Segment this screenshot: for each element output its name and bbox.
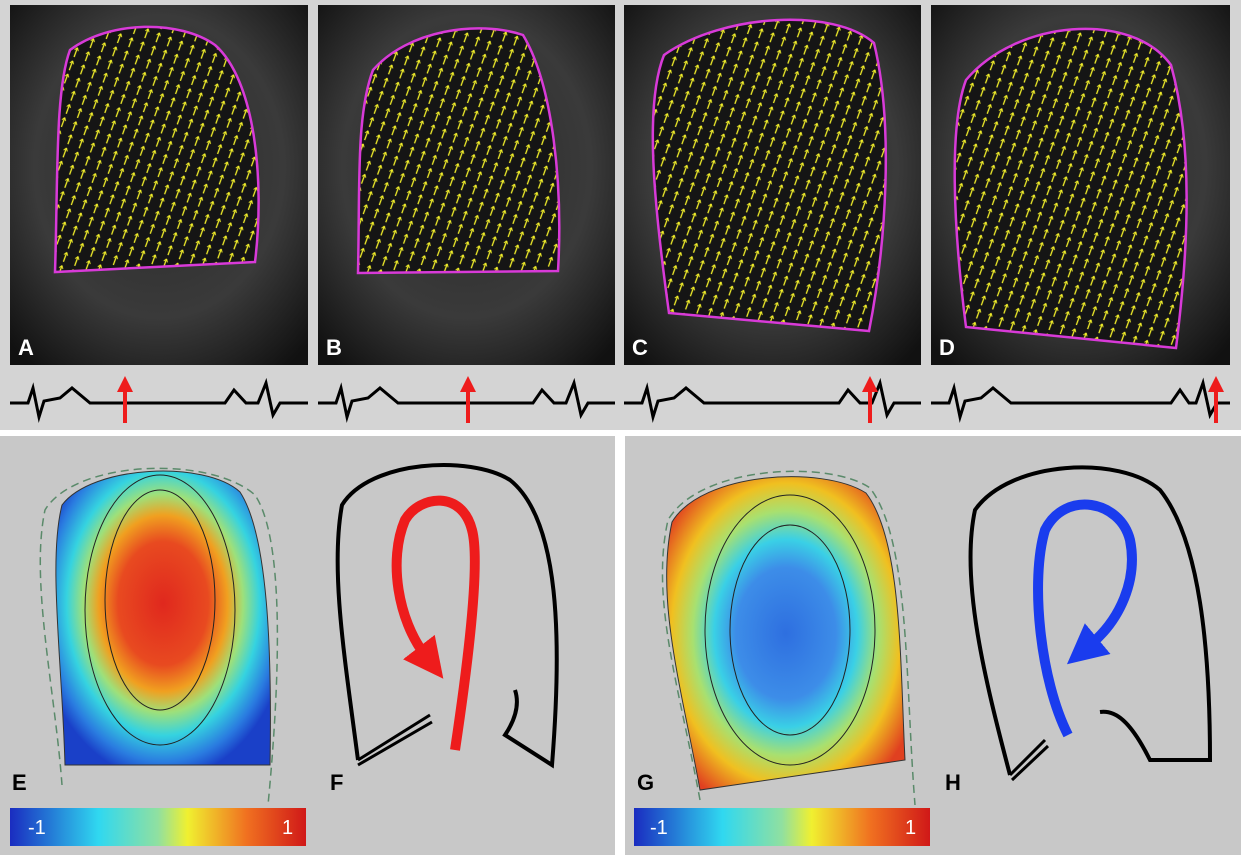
- panel-label: A: [18, 335, 34, 360]
- flow-field: [358, 28, 559, 273]
- panel-label: B: [326, 335, 342, 360]
- flow-field: [653, 20, 886, 331]
- page: {"panels": {"A": "A", "B": "B", "C": "C"…: [0, 0, 1241, 855]
- flow-field: [55, 27, 259, 272]
- colorbar-max: 1: [905, 817, 916, 839]
- vorticity-map: [667, 477, 905, 790]
- colorbar-max: 1: [282, 817, 293, 839]
- figure: A B C D E -1 1 F G -1: [0, 0, 1241, 855]
- vorticity-map: [56, 471, 271, 765]
- colorbar-min: -1: [650, 817, 668, 839]
- panel-b: B: [318, 5, 615, 423]
- colorbar: [10, 808, 306, 846]
- panel-label: D: [939, 335, 955, 360]
- panel-label: F: [330, 770, 343, 795]
- panel-label: H: [945, 770, 961, 795]
- panel-a: A: [10, 5, 308, 423]
- colorbar: [634, 808, 930, 846]
- colorbar-min: -1: [28, 817, 46, 839]
- panel-d: D: [931, 5, 1230, 423]
- panel-label: C: [632, 335, 648, 360]
- panel-c: C: [624, 5, 921, 423]
- flow-field: [955, 29, 1187, 348]
- panel-label: E: [12, 770, 27, 795]
- panel-label: G: [637, 770, 654, 795]
